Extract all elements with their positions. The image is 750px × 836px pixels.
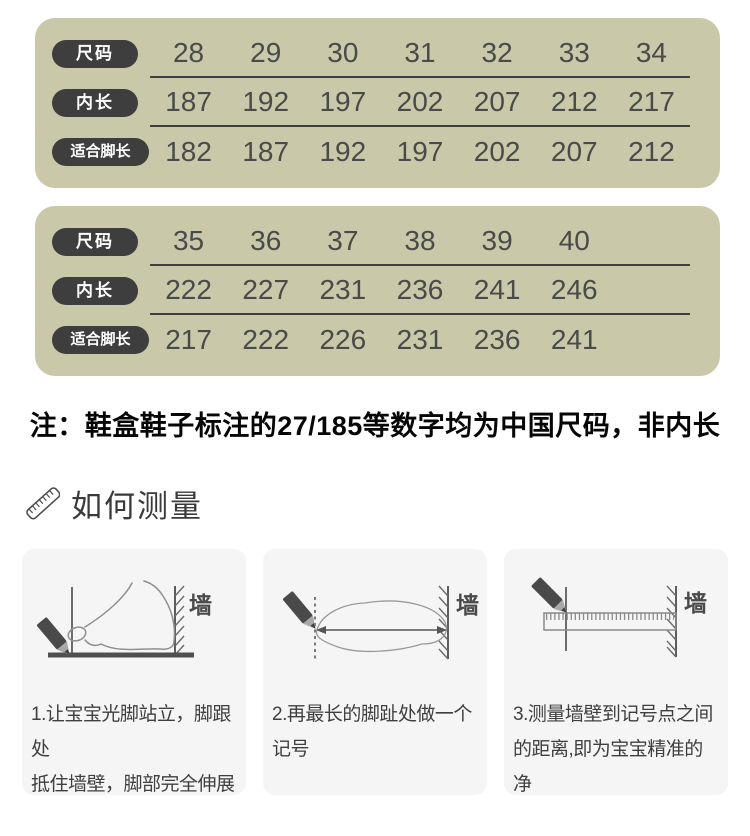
step-text-line: 抵住墙壁，脚部完全伸展开 bbox=[31, 774, 235, 795]
foot-length-cell: 202 bbox=[473, 135, 521, 167]
table-row: 尺码 35 36 37 38 39 40 bbox=[35, 217, 720, 266]
wall-label: 墙 bbox=[684, 590, 707, 616]
row-label-foot-length: 适合脚长 bbox=[52, 137, 149, 166]
table-row: 内长 222 227 231 236 241 246 bbox=[35, 266, 720, 315]
howto-heading: 如何测量 bbox=[26, 485, 750, 524]
wall-icon bbox=[666, 585, 677, 658]
wall-icon bbox=[174, 585, 185, 656]
size-cell: 39 bbox=[481, 224, 513, 256]
step-text-line: 记号 bbox=[272, 739, 310, 760]
size-cell: 37 bbox=[327, 224, 359, 256]
ruler-icon bbox=[26, 487, 60, 520]
footprint-outline bbox=[315, 600, 447, 653]
wall-icon bbox=[438, 585, 449, 660]
size-table-2: 尺码 35 36 37 38 39 40 内长 222 227 231 236 … bbox=[35, 206, 720, 376]
inner-length-cell: 197 bbox=[319, 85, 367, 117]
table-row: 尺码 28 29 30 31 32 33 34 bbox=[35, 29, 720, 78]
measure-step-card-3: 墙 3.测量墙壁到记号点之间 的距离,即为宝宝精准的净 脚长 bbox=[504, 549, 728, 795]
inner-length-cell: 212 bbox=[550, 85, 598, 117]
pencil-icon bbox=[36, 617, 70, 655]
size-cell: 35 bbox=[172, 224, 205, 256]
inner-length-cell: 187 bbox=[165, 85, 212, 117]
inner-length-cell: 227 bbox=[242, 273, 290, 305]
measure-step-card-1: 墙 1.让宝宝光脚站立，脚跟处 抵住墙壁，脚部完全伸展开 bbox=[22, 549, 246, 795]
foot-length-cell: 197 bbox=[396, 135, 444, 167]
size-cell: 40 bbox=[558, 224, 590, 256]
table-row: 适合脚长 182 187 192 197 202 207 212 bbox=[35, 127, 720, 176]
inner-length-cell: 217 bbox=[628, 85, 675, 117]
row-label-size: 尺码 bbox=[52, 227, 138, 256]
wall-label: 墙 bbox=[456, 592, 479, 618]
foot-against-wall-illustration: 墙 bbox=[36, 580, 212, 658]
step-text-line: 1.让宝宝光脚站立，脚跟处 bbox=[31, 704, 231, 760]
size-cell: 32 bbox=[481, 36, 513, 68]
size-cell: 34 bbox=[635, 36, 667, 68]
measure-arrow bbox=[316, 626, 447, 634]
foot-length-cell: 241 bbox=[550, 323, 598, 355]
measure-steps: 墙 1.让宝宝光脚站立，脚跟处 抵住墙壁，脚部完全伸展开 bbox=[22, 549, 728, 795]
wall-label: 墙 bbox=[189, 592, 212, 618]
size-cell: 31 bbox=[404, 36, 436, 68]
size-cell: 30 bbox=[327, 36, 359, 68]
row-label-size: 尺码 bbox=[52, 39, 138, 68]
step-text-line: 2.再最长的脚趾处做一个 bbox=[272, 704, 472, 725]
inner-length-cell: 222 bbox=[165, 273, 212, 305]
table-row: 适合脚长 217 222 226 231 236 241 bbox=[35, 315, 720, 364]
size-cell: 28 bbox=[172, 36, 205, 68]
foot-length-cell: 212 bbox=[628, 135, 675, 167]
size-cell: 29 bbox=[250, 36, 282, 68]
row-label-foot-length: 适合脚长 bbox=[52, 325, 149, 354]
inner-length-cell: 207 bbox=[473, 85, 521, 117]
table-row: 内长 187 192 197 202 207 212 217 bbox=[35, 78, 720, 127]
foot-length-cell: 222 bbox=[242, 323, 290, 355]
row-label-inner-length: 内长 bbox=[52, 276, 138, 305]
ruler-illustration bbox=[543, 612, 677, 631]
page: 尺码 28 29 30 31 32 33 34 内长 187 192 197 2… bbox=[0, 18, 750, 795]
footprint-measure-illustration: 墙 bbox=[282, 585, 479, 660]
pencil-icon bbox=[282, 591, 316, 629]
note-text: 注：鞋盒鞋子标注的27/185等数字均为中国尺码，非内长 bbox=[29, 411, 721, 441]
pencil-icon bbox=[531, 577, 567, 613]
size-table-1: 尺码 28 29 30 31 32 33 34 内长 187 192 197 2… bbox=[35, 18, 720, 188]
step-text-line: 的距离,即为宝宝精准的净 bbox=[513, 739, 703, 795]
step-text: 2.再最长的脚趾处做一个 记号 bbox=[272, 697, 478, 767]
ruler-measure-illustration: 墙 bbox=[531, 577, 707, 658]
howto-title: 如何测量 bbox=[71, 488, 203, 524]
inner-length-cell: 236 bbox=[396, 273, 444, 305]
measure-step-card-2: 墙 2.再最长的脚趾处做一个 记号 bbox=[263, 549, 487, 795]
foot-length-cell: 236 bbox=[473, 323, 521, 355]
inner-length-cell: 231 bbox=[319, 273, 367, 305]
inner-length-cell: 192 bbox=[242, 85, 290, 117]
foot-length-cell: 226 bbox=[319, 323, 367, 355]
step-text: 3.测量墙壁到记号点之间 的距离,即为宝宝精准的净 脚长 bbox=[513, 697, 719, 795]
size-cell: 38 bbox=[404, 224, 436, 256]
foot-length-cell: 187 bbox=[242, 135, 290, 167]
inner-length-cell: 202 bbox=[396, 85, 444, 117]
inner-length-cell: 246 bbox=[550, 273, 598, 305]
inner-length-cell: 241 bbox=[473, 273, 521, 305]
foot-length-cell: 231 bbox=[396, 323, 444, 355]
size-cell: 33 bbox=[558, 36, 590, 68]
foot-length-cell: 182 bbox=[165, 135, 212, 167]
foot-length-cell: 192 bbox=[319, 135, 367, 167]
size-cell: 36 bbox=[250, 224, 282, 256]
foot-outline bbox=[67, 580, 176, 651]
row-label-inner-length: 内长 bbox=[52, 88, 138, 117]
step-text: 1.让宝宝光脚站立，脚跟处 抵住墙壁，脚部完全伸展开 bbox=[31, 697, 237, 795]
foot-length-cell: 207 bbox=[550, 135, 598, 167]
step-text-line: 3.测量墙壁到记号点之间 bbox=[513, 704, 713, 725]
foot-length-cell: 217 bbox=[165, 323, 212, 355]
